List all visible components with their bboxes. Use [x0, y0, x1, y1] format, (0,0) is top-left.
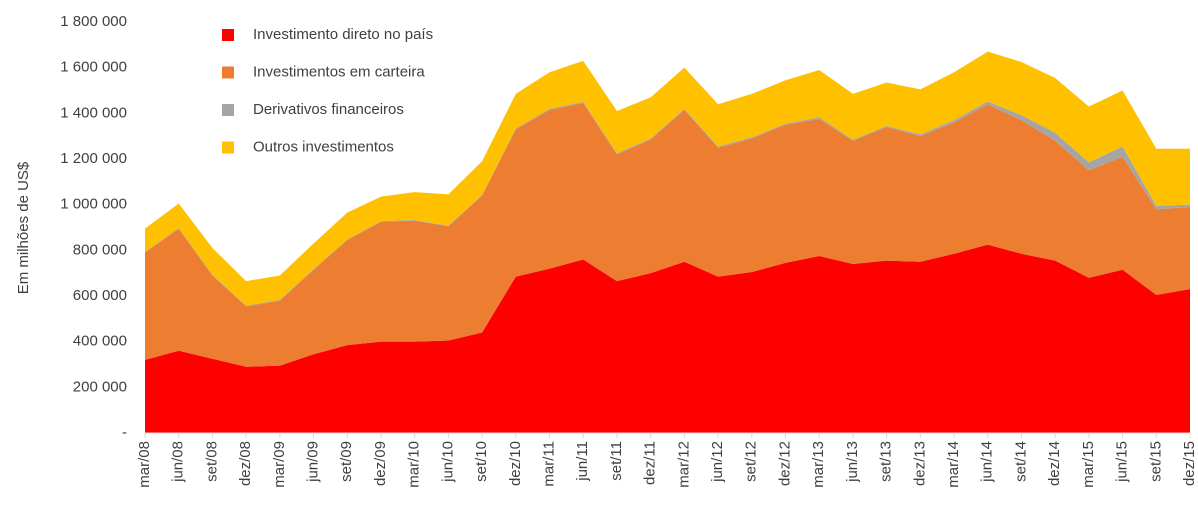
y-tick-label: 200 000	[73, 378, 127, 395]
x-tick-label: set/12	[743, 441, 760, 482]
x-tick-label: mar/11	[540, 441, 557, 487]
legend-swatch	[222, 104, 234, 116]
x-tick-label: jun/14	[979, 441, 996, 483]
x-tick-label: set/08	[203, 441, 220, 482]
legend-swatch	[222, 29, 234, 41]
y-tick-label: 800 000	[73, 241, 127, 258]
x-tick-label: dez/12	[776, 441, 793, 486]
x-tick-label: jun/09	[305, 441, 322, 483]
x-tick-label: dez/08	[237, 441, 254, 486]
x-tick-label: mar/12	[675, 441, 692, 488]
y-tick-label: 400 000	[73, 333, 127, 350]
area	[145, 103, 1190, 367]
x-tick-label: mar/09	[271, 441, 288, 488]
y-tick-label: 600 000	[73, 287, 127, 304]
legend-label: Investimento direto no país	[253, 26, 433, 43]
x-tick-label: mar/14	[945, 441, 962, 488]
x-tick-label: jun/08	[170, 441, 187, 483]
x-tick-label: mar/13	[810, 441, 827, 488]
x-tick-label: mar/15	[1080, 441, 1097, 488]
y-axis-label: Em milhões de US$	[15, 161, 32, 294]
x-tick-label: set/14	[1012, 441, 1029, 482]
x-tick-label: set/15	[1147, 441, 1164, 482]
area	[145, 244, 1190, 433]
y-tick-label: 1 800 000	[60, 13, 127, 30]
x-tick-label: dez/14	[1046, 441, 1063, 486]
x-tick-label: jun/10	[439, 441, 456, 483]
x-tick-label: jun/12	[709, 441, 726, 483]
x-tick-label: dez/09	[372, 441, 389, 486]
x-tick-label: set/09	[338, 441, 355, 482]
y-tick-label: 1 400 000	[60, 104, 127, 121]
x-tick-label: dez/11	[642, 441, 659, 485]
x-tick-label: dez/15	[1181, 441, 1198, 486]
x-tick-label: mar/08	[136, 441, 153, 488]
x-tick-label: set/11	[608, 441, 625, 481]
x-tick-label: dez/10	[507, 441, 524, 486]
area	[145, 51, 1190, 306]
legend-label: Investimentos em carteira	[253, 63, 425, 80]
y-tick-label: 1 600 000	[60, 59, 127, 76]
x-tick-label: jun/15	[1114, 441, 1131, 483]
x-tick-label: set/10	[473, 441, 490, 482]
y-tick-label: 1 200 000	[60, 150, 127, 167]
legend-swatch	[222, 66, 234, 79]
x-tick-label: jun/13	[844, 441, 861, 483]
y-tick-label: -	[122, 424, 127, 441]
legend-label: Derivativos financeiros	[253, 101, 404, 118]
x-tick-label: mar/10	[406, 441, 423, 488]
legend-swatch	[222, 141, 234, 154]
y-tick-label: 1 000 000	[60, 196, 127, 213]
x-tick-label: set/13	[878, 441, 895, 482]
x-tick-label: jun/11	[574, 441, 591, 482]
x-tick-label: dez/13	[911, 441, 928, 486]
legend-label: Outros investimentos	[253, 138, 394, 155]
